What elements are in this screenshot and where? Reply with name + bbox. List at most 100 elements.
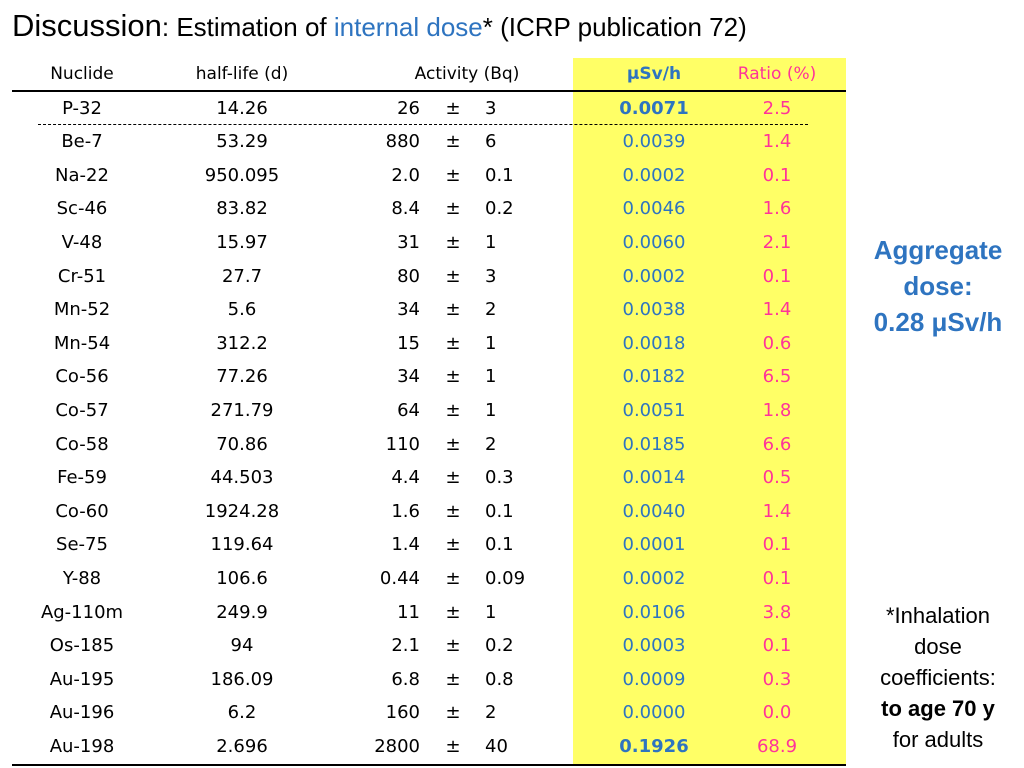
cell-plus-minus: ±	[445, 399, 461, 421]
cell-dose: 0.0014	[622, 467, 686, 489]
aggregate-line-2: dose:	[903, 271, 973, 301]
cell-ratio: 3.8	[762, 601, 792, 623]
table-row: Ag-110m 249.9 11 ±1 0.0106 3.8	[12, 596, 846, 630]
cell-nuclide: Sc-46	[56, 198, 108, 220]
table-row: Co-58 70.86 110 ±2 0.0185 6.6	[12, 428, 846, 462]
cell-ratio: 68.9	[756, 735, 798, 757]
cell-nuclide: Se-75	[56, 534, 108, 556]
table-row: Au-198 2.696 2800 ±40 0.1926 68.9	[12, 730, 846, 764]
cell-activity: 1.4	[391, 534, 420, 556]
footnote: *Inhalation dose coefficients: to age 70…	[856, 600, 1020, 755]
cell-plus-minus: ±	[445, 735, 461, 757]
cell-activity: 2.1	[391, 635, 420, 657]
cell-ratio: 1.4	[762, 500, 792, 522]
cell-half-life: 1924.28	[204, 500, 280, 522]
cell-plus-minus: ±	[445, 131, 461, 153]
cell-half-life: 5.6	[227, 299, 257, 321]
cell-uncertainty: 0.1	[485, 534, 514, 556]
table-row: Co-60 1924.28 1.6 ±0.1 0.0040 1.4	[12, 495, 846, 529]
table-row: Na-22 950.095 2.0 ±0.1 0.0002 0.1	[12, 159, 846, 193]
cell-ratio: 6.5	[762, 366, 792, 388]
cell-half-life: 53.29	[216, 131, 268, 153]
footnote-line-4: to age 70 y	[881, 696, 995, 721]
title-rest: * (ICRP publication 72)	[482, 12, 747, 42]
cell-half-life: 2.696	[216, 735, 268, 757]
cell-activity: 34	[397, 299, 420, 321]
cell-activity: 160	[385, 702, 420, 724]
table-row: V-48 15.97 31 ±1 0.0060 2.1	[12, 226, 846, 260]
cell-plus-minus: ±	[445, 567, 461, 589]
dose-table: Nuclide half-life (d) Activity (Bq) μSv/…	[12, 58, 846, 763]
cell-nuclide: Au-195	[49, 668, 115, 690]
cell-dose: 0.0002	[622, 567, 686, 589]
dashed-separator	[38, 124, 808, 125]
cell-ratio: 1.4	[762, 299, 792, 321]
table-row: Y-88 106.6 0.44 ±0.09 0.0002 0.1	[12, 562, 846, 596]
cell-dose: 0.0182	[622, 366, 686, 388]
cell-ratio: 6.6	[762, 433, 792, 455]
table-row: Os-185 94 2.1 ±0.2 0.0003 0.1	[12, 629, 846, 663]
cell-dose: 0.0018	[622, 332, 686, 354]
header-dose: μSv/h	[626, 64, 682, 84]
cell-uncertainty: 3	[485, 265, 497, 287]
dose-column-highlight	[573, 58, 846, 765]
cell-ratio: 0.1	[762, 164, 792, 186]
table-row: Au-195 186.09 6.8 ±0.8 0.0009 0.3	[12, 663, 846, 697]
table-row: Mn-52 5.6 34 ±2 0.0038 1.4	[12, 293, 846, 327]
cell-dose: 0.0009	[622, 668, 686, 690]
cell-uncertainty: 0.8	[485, 668, 514, 690]
cell-nuclide: Co-58	[55, 433, 109, 455]
cell-plus-minus: ±	[445, 198, 461, 220]
cell-dose: 0.0185	[622, 433, 686, 455]
cell-dose: 0.0001	[622, 534, 686, 556]
cell-uncertainty: 6	[485, 131, 497, 153]
table-bottom-rule	[12, 764, 846, 766]
cell-activity: 4.4	[391, 467, 420, 489]
title-colon: : Estimation of	[161, 12, 334, 42]
cell-dose: 0.0002	[622, 265, 686, 287]
cell-half-life: 119.64	[210, 534, 274, 556]
cell-plus-minus: ±	[445, 265, 461, 287]
cell-half-life: 106.6	[216, 567, 268, 589]
cell-nuclide: V-48	[61, 231, 103, 253]
cell-uncertainty: 2	[485, 433, 497, 455]
cell-activity: 6.8	[391, 668, 420, 690]
cell-nuclide: Mn-54	[53, 332, 111, 354]
cell-ratio: 1.6	[762, 198, 792, 220]
cell-nuclide: Co-60	[55, 500, 109, 522]
table-row: Au-196 6.2 160 ±2 0.0000 0.0	[12, 696, 846, 730]
cell-activity: 64	[397, 399, 420, 421]
cell-nuclide: Fe-59	[57, 467, 107, 489]
cell-dose: 0.0040	[622, 500, 686, 522]
cell-activity: 110	[385, 433, 420, 455]
cell-ratio: 0.1	[762, 567, 792, 589]
table-row: Sc-46 83.82 8.4 ±0.2 0.0046 1.6	[12, 192, 846, 226]
cell-activity: 34	[397, 366, 420, 388]
cell-half-life: 312.2	[216, 332, 268, 354]
cell-activity: 26	[397, 97, 420, 119]
table-row: Cr-51 27.7 80 ±3 0.0002 0.1	[12, 260, 846, 294]
table-body: P-32 14.26 26 ±3 0.0071 2.5 Be-7 53.29 880 ±6 0.00…	[12, 92, 846, 764]
cell-uncertainty: 0.1	[485, 500, 514, 522]
cell-half-life: 77.26	[216, 366, 268, 388]
cell-half-life: 94	[230, 635, 254, 657]
cell-activity: 0.44	[379, 567, 420, 589]
cell-uncertainty: 40	[485, 735, 508, 757]
cell-plus-minus: ±	[445, 702, 461, 724]
cell-half-life: 249.9	[216, 601, 268, 623]
cell-half-life: 70.86	[216, 433, 268, 455]
cell-dose: 0.0071	[619, 97, 689, 119]
footnote-line-2: dose	[914, 634, 962, 659]
table-row: Mn-54 312.2 15 ±1 0.0018 0.6	[12, 327, 846, 361]
cell-nuclide: Os-185	[49, 635, 115, 657]
cell-ratio: 1.8	[762, 399, 792, 421]
cell-uncertainty: 0.2	[485, 635, 514, 657]
cell-plus-minus: ±	[445, 467, 461, 489]
cell-plus-minus: ±	[445, 635, 461, 657]
cell-uncertainty: 1	[485, 366, 497, 388]
cell-plus-minus: ±	[445, 668, 461, 690]
cell-ratio: 2.1	[762, 231, 792, 253]
cell-nuclide: Y-88	[62, 567, 102, 589]
cell-uncertainty: 0.1	[485, 164, 514, 186]
cell-half-life: 83.82	[216, 198, 268, 220]
